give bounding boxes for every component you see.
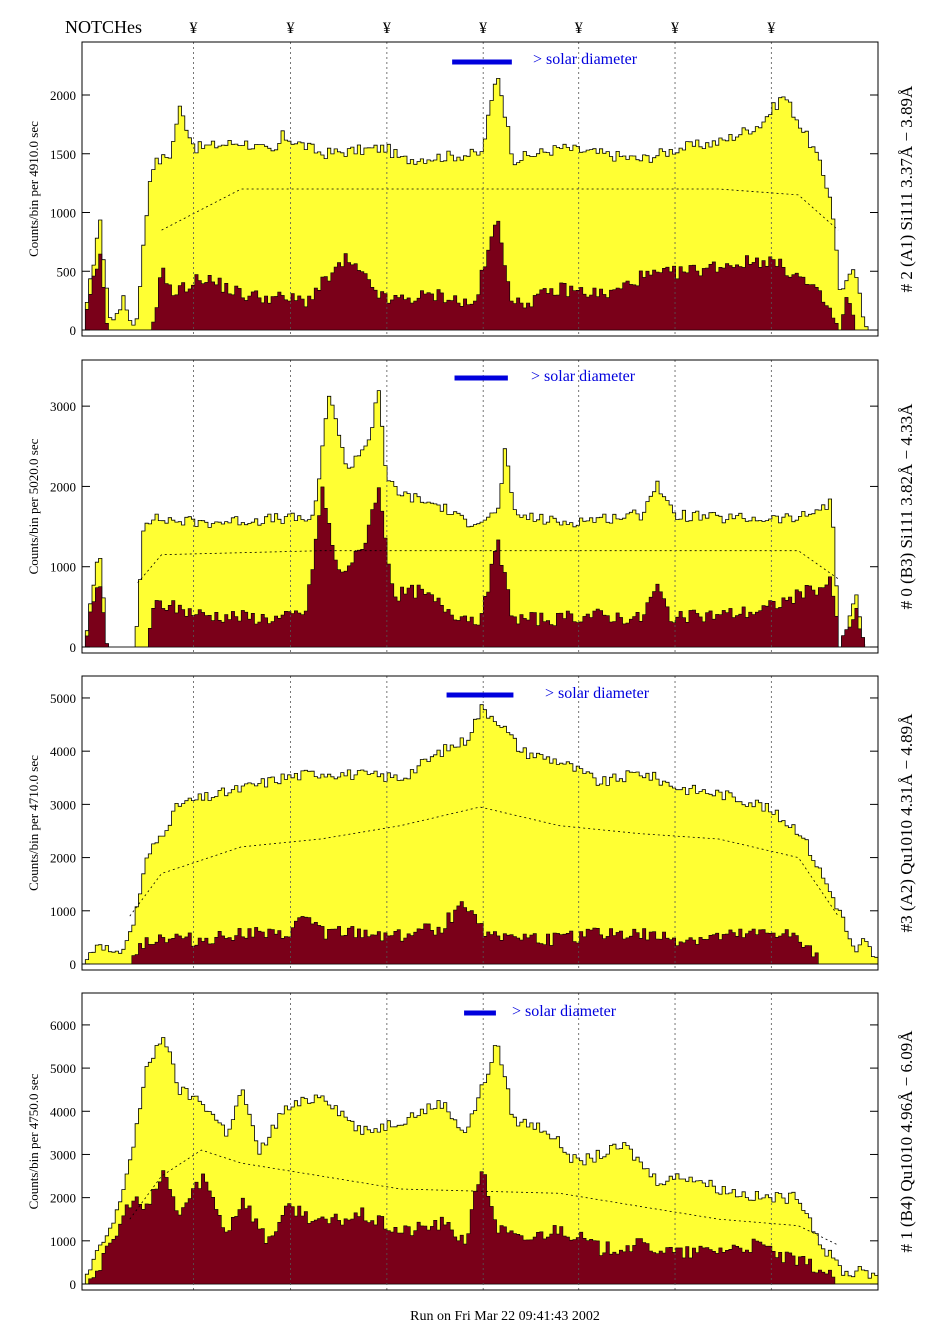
solar-diameter-label: > solar diameter <box>533 51 638 68</box>
y-tick-label: 2000 <box>50 851 76 866</box>
total-counts-area <box>82 390 878 648</box>
y-tick-label: 0 <box>70 323 77 338</box>
y-tick-label: 1000 <box>50 560 76 575</box>
channel-label: # 1 (B4) Qu1010 4.96Å − 6.09Å <box>897 1030 916 1253</box>
solar-diameter-label: > solar diameter <box>512 1003 617 1020</box>
y-tick-label: 6000 <box>50 1018 76 1033</box>
notch-symbol: ¥ <box>671 20 679 37</box>
run-footer: Run on Fri Mar 22 09:41:43 2002 <box>410 1309 600 1324</box>
source-counts-area <box>82 1170 878 1285</box>
y-tick-label: 500 <box>57 264 77 279</box>
notch-symbol: ¥ <box>383 20 391 37</box>
y-tick-label: 5000 <box>50 691 76 706</box>
y-tick-label: 3000 <box>50 399 76 414</box>
solar-diameter-label: > solar diameter <box>531 368 636 385</box>
y-tick-label: 2000 <box>50 1191 76 1206</box>
notch-symbol: ¥ <box>189 20 197 37</box>
notch-symbols: ¥ ¥ ¥ ¥ ¥ ¥ ¥ <box>189 20 775 37</box>
panel-4: 0 1000 2000 3000 4000 5000 6000 Counts/bin per … <box>26 992 916 1292</box>
y-axis-label: Counts/bin per 4910.0 sec <box>26 121 41 257</box>
panel-1: 0 500 1000 1500 2000 Counts/bin per 4910.0 se… <box>26 41 916 338</box>
panel-3: 0 1000 2000 3000 4000 5000 Counts/bin per 4710… <box>26 675 916 972</box>
y-tick-label: 0 <box>70 957 77 972</box>
total-counts-area <box>82 704 879 965</box>
notch-symbol: ¥ <box>575 20 583 37</box>
y-tick-label: 5000 <box>50 1061 76 1076</box>
y-axis-label: Counts/bin per 5020.0 sec <box>26 438 41 574</box>
plot-frame <box>81 675 879 971</box>
notch-symbol: ¥ <box>287 20 295 37</box>
source-counts-area <box>82 486 878 648</box>
source-counts-area <box>82 901 878 965</box>
panel-2: 0 1000 2000 3000 Counts/bin per 5020.0 sec # … <box>26 359 916 655</box>
y-axis-label: Counts/bin per 4710.0 sec <box>26 755 41 891</box>
y-tick-label: 1000 <box>50 1234 76 1249</box>
plot-frame <box>81 992 879 1291</box>
y-tick-label: 1500 <box>50 147 76 162</box>
channel-label: #3 (A2) Qu1010 4.31Å − 4.89Å <box>897 713 916 932</box>
y-tick-label: 4000 <box>50 744 76 759</box>
y-tick-label: 4000 <box>50 1104 76 1119</box>
y-axis-label: Counts/bin per 4750.0 sec <box>26 1073 41 1209</box>
source-counts-area <box>82 220 878 331</box>
y-tick-label: 3000 <box>50 1147 76 1162</box>
y-tick-label: 2000 <box>50 479 76 494</box>
panels: 0 500 1000 1500 2000 Counts/bin per 4910.0 se… <box>26 41 916 1292</box>
channel-label: # 2 (A1) Si111 3.37Å − 3.89Å <box>897 85 916 292</box>
y-tick-label: 0 <box>70 1277 77 1292</box>
notches-label: NOTCHes <box>65 17 142 37</box>
y-tick-label: 3000 <box>50 797 76 812</box>
y-tick-label: 1000 <box>50 904 76 919</box>
y-tick-label: 2000 <box>50 88 76 103</box>
plot-frame <box>81 41 879 337</box>
y-tick-label: 0 <box>70 640 77 655</box>
plot-frame <box>81 359 879 654</box>
y-tick-label: 1000 <box>50 206 76 221</box>
notch-symbol: ¥ <box>479 20 487 37</box>
solar-diameter-label: > solar diameter <box>545 685 650 702</box>
channel-label: # 0 (B3) Si111 3.82Å − 4.33Å <box>897 403 916 609</box>
model-profile-line <box>137 550 839 584</box>
notch-symbol: ¥ <box>767 20 775 37</box>
